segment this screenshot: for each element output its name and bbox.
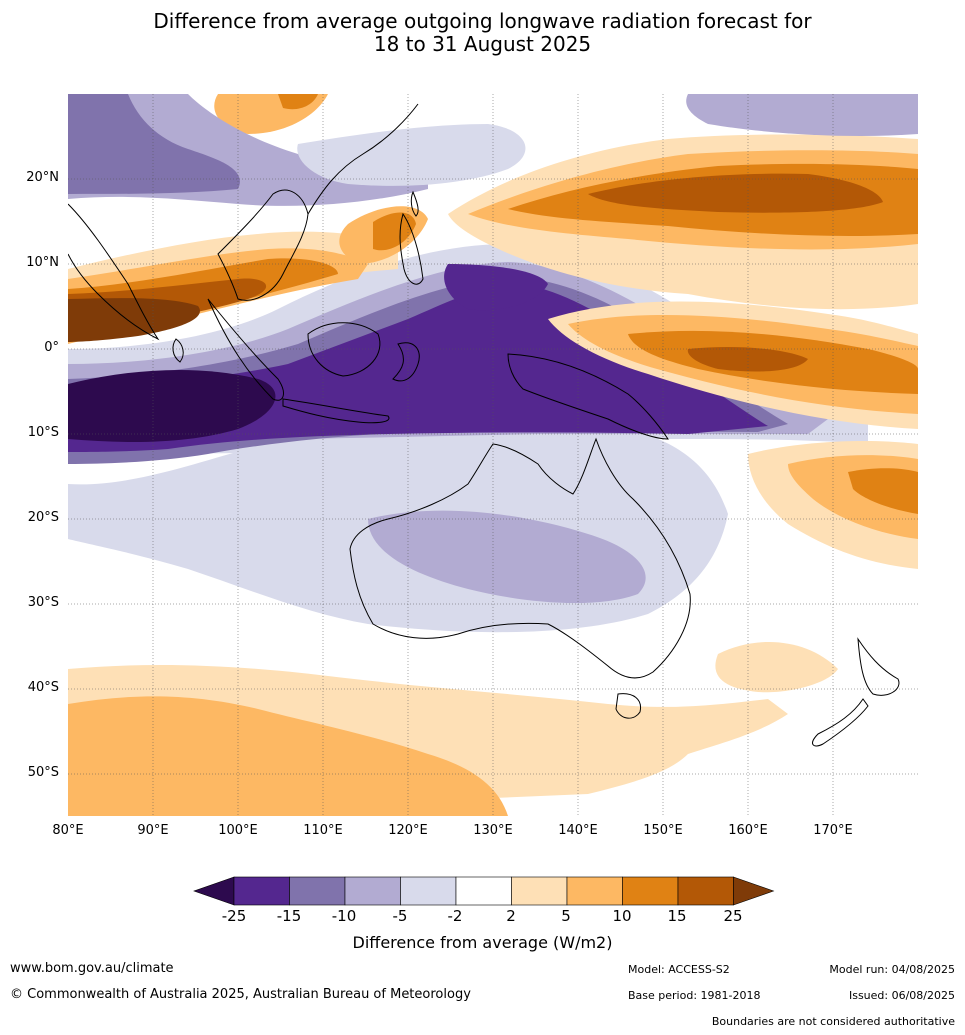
lon-label-130e: 130°E xyxy=(473,823,513,838)
coastline-taiwan xyxy=(410,190,419,217)
lat-label-20n: 20°N xyxy=(26,170,59,185)
coastline-indochina xyxy=(217,189,309,301)
lon-label-80e: 80°E xyxy=(52,823,84,838)
anomaly-region-south-pacific-dark-orange xyxy=(848,468,918,514)
footer-issued: Issued: 06/08/2025 xyxy=(848,989,955,1002)
lat-label-30s: 30°S xyxy=(27,595,59,610)
footer-copyright: © Commonwealth of Australia 2025, Austra… xyxy=(10,987,471,1002)
coastlines xyxy=(68,103,900,747)
coastline-philippines xyxy=(399,212,424,285)
colorbar-extend-high xyxy=(733,876,775,906)
map-gridlines xyxy=(68,94,918,816)
colorbar-tick-minus-25: -25 xyxy=(221,907,247,925)
lat-label-0: 0° xyxy=(44,340,59,355)
anomaly-region-australia-lavender xyxy=(368,510,646,604)
colorbar-extend-low xyxy=(193,876,235,906)
coastline-china xyxy=(307,103,419,215)
coastline-sumatra xyxy=(207,298,284,401)
coastline-india xyxy=(68,203,160,341)
lat-label-40s: 40°S xyxy=(27,680,59,695)
coastline-new-zealand-south xyxy=(812,698,869,747)
colorbar-swatch--15_-10 xyxy=(289,876,346,906)
lon-label-150e: 150°E xyxy=(643,823,683,838)
colorbar-tick-minus-15: -15 xyxy=(276,907,302,925)
anomaly-region-equatorial-brown xyxy=(687,347,808,372)
colorbar-tick-5: 5 xyxy=(561,907,571,925)
colorbar-swatch--25_-15 xyxy=(233,876,290,906)
anomaly-region-wpac-brown xyxy=(588,173,883,213)
lon-label-100e: 100°E xyxy=(218,823,258,838)
colorbar-swatch-2_5 xyxy=(511,876,568,906)
olr-anomaly-map xyxy=(68,94,918,816)
anomaly-region-bay-darkest-brown xyxy=(68,298,200,342)
coastline-borneo xyxy=(307,322,381,377)
footer-website: www.bom.gov.au/climate xyxy=(10,961,174,976)
lon-label-110e: 110°E xyxy=(303,823,343,838)
lat-label-20s: 20°S xyxy=(27,510,59,525)
coastline-new-guinea xyxy=(507,353,669,440)
map-title: Difference from average outgoing longwav… xyxy=(0,10,965,56)
anomaly-region-pacific-purple xyxy=(444,264,548,311)
anomaly-region-china-light-lavender xyxy=(297,124,526,186)
lat-label-10n: 10°N xyxy=(26,255,59,270)
colorbar xyxy=(193,876,775,906)
anomaly-region-nz-light-orange xyxy=(715,642,838,693)
anomaly-region-ne-pacific-lavender xyxy=(686,94,918,136)
lon-label-140e: 140°E xyxy=(558,823,598,838)
footer-disclaimer: Boundaries are not considered authoritat… xyxy=(711,1015,955,1028)
lon-label-170e: 170°E xyxy=(813,823,853,838)
footer-model: Model: ACCESS-S2 xyxy=(628,963,730,976)
lon-label-120e: 120°E xyxy=(388,823,428,838)
coastline-java xyxy=(282,398,390,424)
anomaly-region-indian-ocean-dark-purple xyxy=(68,369,276,442)
lat-label-50s: 50°S xyxy=(27,765,59,780)
colorbar-tick-2: 2 xyxy=(506,907,516,925)
lon-label-90e: 90°E xyxy=(137,823,169,838)
footer-base-period: Base period: 1981-2018 xyxy=(628,989,761,1002)
anomaly-region-north-dark-orange xyxy=(278,94,318,110)
coastline-new-zealand-north xyxy=(857,637,900,696)
colorbar-tick-minus-5: -5 xyxy=(392,907,408,925)
colorbar-label: Difference from average (W/m2) xyxy=(352,933,613,952)
lon-label-160e: 160°E xyxy=(728,823,768,838)
colorbar-swatch--5_-2 xyxy=(400,876,457,906)
colorbar-tick-minus-10: -10 xyxy=(331,907,357,925)
coastline-tasmania xyxy=(615,693,642,719)
colorbar-tick-minus-2: -2 xyxy=(447,907,463,925)
colorbar-tick-15: 15 xyxy=(667,907,687,925)
coastline-sulawesi xyxy=(392,342,420,382)
map-svg xyxy=(68,94,918,816)
anomaly-region-south-orange xyxy=(68,696,508,816)
colorbar-swatch--2_2 xyxy=(455,876,512,906)
coastline-sri-lanka xyxy=(172,338,184,363)
title-line-2: 18 to 31 August 2025 xyxy=(373,32,592,56)
footer-model-run: Model run: 04/08/2025 xyxy=(829,963,955,976)
colorbar-tick-10: 10 xyxy=(612,907,632,925)
colorbar-tick-25: 25 xyxy=(723,907,743,925)
colorbar-swatch--10_-5 xyxy=(344,876,401,906)
colorbar-swatch-15_25 xyxy=(677,876,734,906)
colorbar-swatch-5_10 xyxy=(566,876,623,906)
colorbar-swatch-10_15 xyxy=(622,876,679,906)
lat-label-10s: 10°S xyxy=(27,425,59,440)
anomaly-region-scs-dark-orange xyxy=(373,212,416,251)
anomaly-region-himalaya-purple xyxy=(68,94,240,194)
title-line-1: Difference from average outgoing longwav… xyxy=(153,9,812,33)
coastline-australia xyxy=(349,437,691,679)
